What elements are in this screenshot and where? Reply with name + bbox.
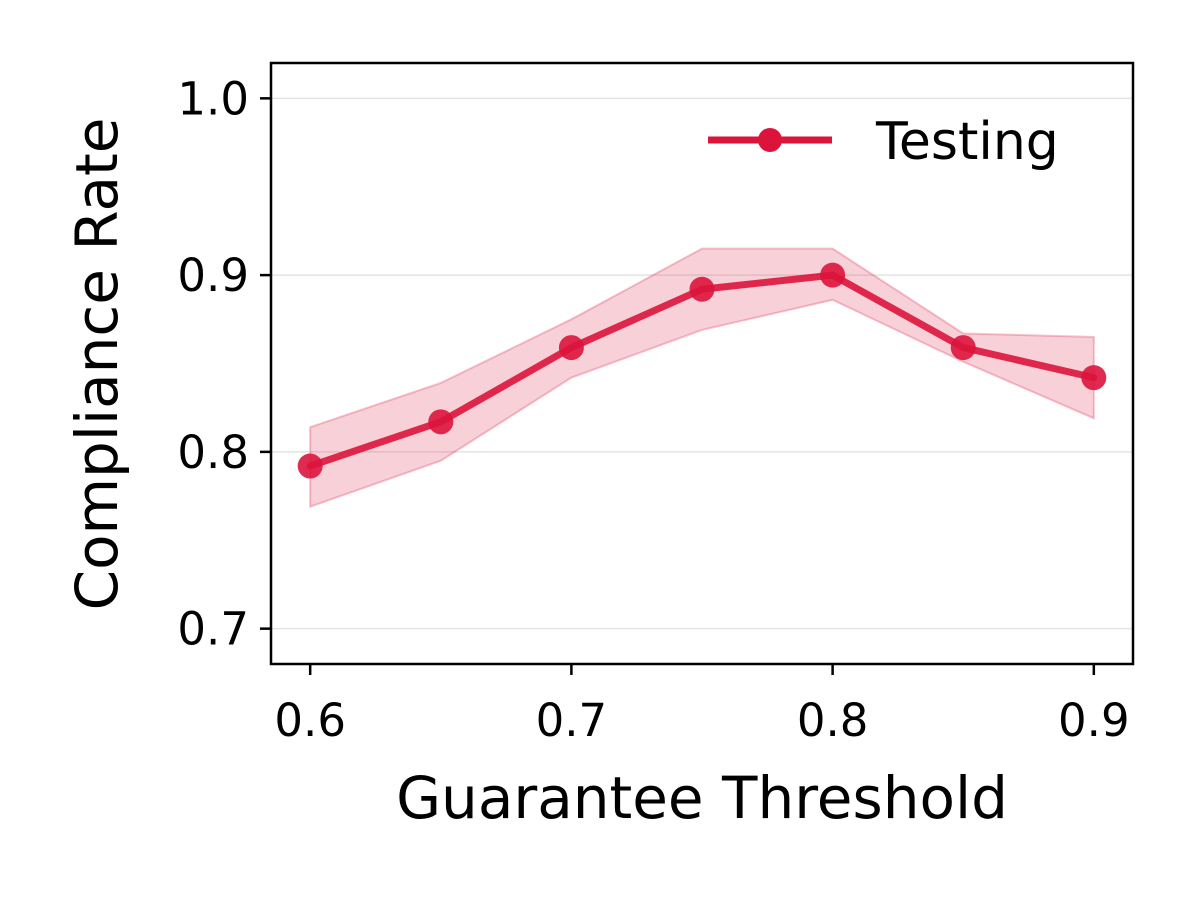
y-tick-label-1.0: 1.0 — [177, 72, 249, 125]
data-point-0.9 — [1081, 365, 1107, 391]
data-point-0.85 — [950, 335, 976, 361]
series-markers-layer — [297, 262, 1107, 479]
data-point-0.75 — [689, 276, 715, 302]
x-tick-label-0.8: 0.8 — [797, 694, 869, 747]
y-axis-title: Compliance Rate — [63, 118, 131, 611]
data-point-0.65 — [428, 409, 454, 435]
legend-label-testing: Testing — [875, 112, 1059, 172]
y-axis-ticks: 0.7 0.8 0.9 1.0 — [177, 72, 271, 656]
y-tick-label-0.7: 0.7 — [177, 603, 249, 656]
data-point-0.8 — [820, 262, 846, 288]
y-tick-label-0.9: 0.9 — [177, 249, 249, 302]
grid-lines — [271, 97, 1133, 630]
x-axis-ticks: 0.6 0.7 0.8 0.9 — [274, 664, 1130, 747]
x-tick-label-0.6: 0.6 — [274, 694, 346, 747]
x-tick-label-0.9: 0.9 — [1058, 694, 1130, 747]
x-axis-title: Guarantee Threshold — [396, 764, 1008, 832]
x-tick-label-0.7: 0.7 — [536, 694, 608, 747]
plot-frame — [269, 61, 1135, 666]
legend: Testing — [708, 112, 1059, 172]
y-tick-label-0.8: 0.8 — [177, 426, 249, 479]
data-point-0.6 — [297, 453, 323, 479]
legend-marker-sample — [758, 128, 782, 152]
data-point-0.7 — [558, 335, 584, 361]
